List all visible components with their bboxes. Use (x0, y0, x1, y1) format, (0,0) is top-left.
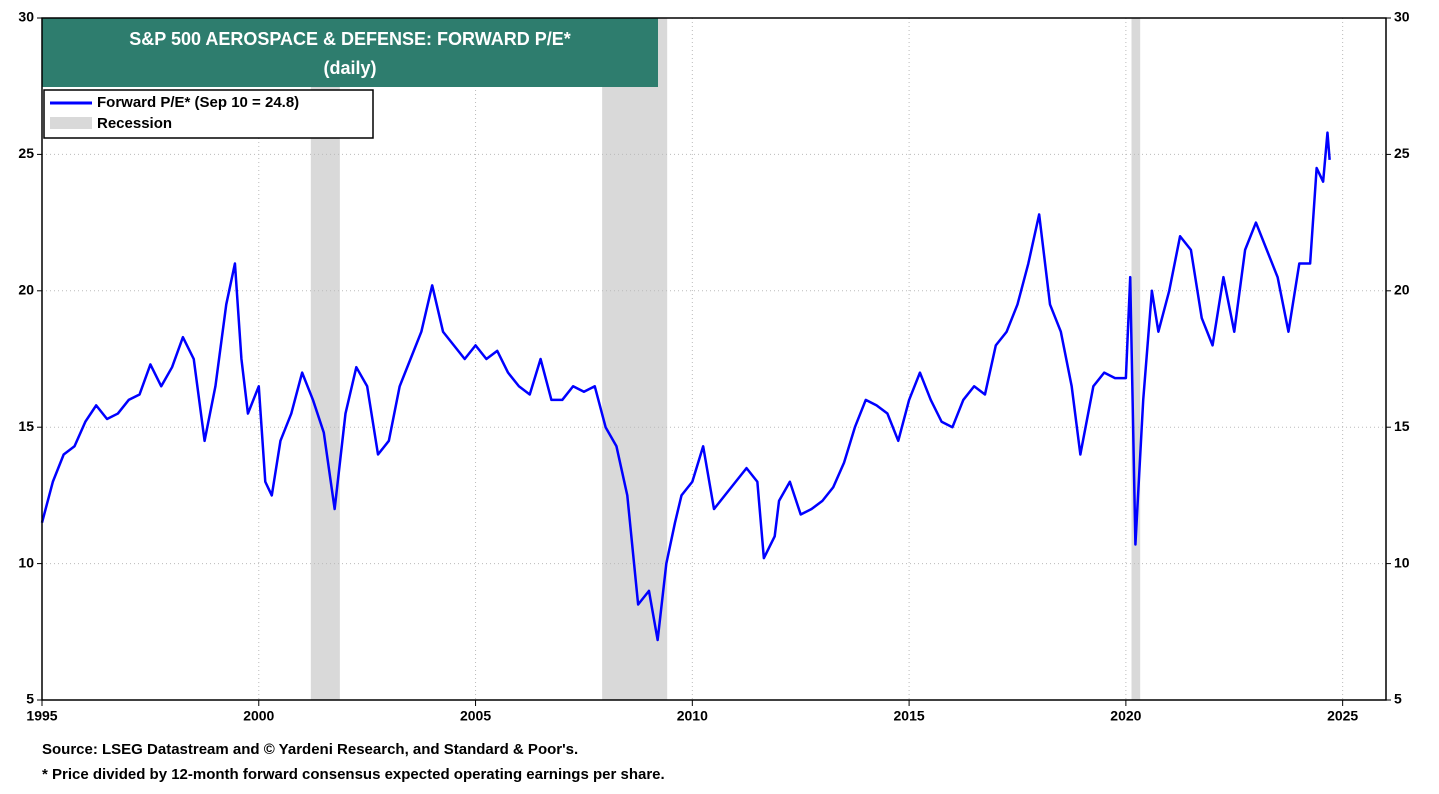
y-tick-label: 20 (18, 282, 34, 298)
x-tick-label: 2015 (894, 708, 925, 724)
y-tick-label: 30 (18, 9, 34, 25)
y2-tick-label: 20 (1394, 282, 1410, 298)
plot-frame (41, 17, 1387, 701)
x-tick-label: 2010 (677, 708, 708, 724)
y2-tick-label: 5 (1394, 691, 1402, 707)
data-line (40, 131, 1331, 642)
x-tick-label: 2025 (1327, 708, 1358, 724)
y-tick-label: 10 (18, 554, 34, 570)
y-tick-label: 15 (18, 418, 34, 434)
title-box (42, 18, 658, 87)
y-tick-label: 5 (26, 691, 34, 707)
y2-tick-label: 15 (1394, 418, 1410, 434)
recession-band (1131, 18, 1141, 700)
chart-subtitle: (daily) (323, 58, 376, 78)
x-tick-label: 2000 (243, 708, 274, 724)
legend-label: Recession (97, 115, 172, 132)
x-tick-label: 2005 (460, 708, 491, 724)
y-tick-label: 25 (18, 145, 34, 161)
y2-tick-label: 25 (1394, 145, 1410, 161)
chart-title: S&P 500 AEROSPACE & DEFENSE: FORWARD P/E… (129, 29, 570, 49)
x-tick-label: 1995 (26, 708, 57, 724)
legend-label: Forward P/E* (Sep 10 = 24.8) (97, 94, 299, 111)
recession-band (602, 18, 668, 700)
y2-tick-label: 10 (1394, 554, 1410, 570)
y2-tick-label: 30 (1394, 9, 1410, 25)
source-note: Source: LSEG Datastream and © Yardeni Re… (42, 741, 578, 758)
legend-swatch (50, 117, 92, 129)
x-tick-label: 2020 (1110, 708, 1141, 724)
footnote: * Price divided by 12-month forward cons… (42, 766, 665, 783)
legend-box (43, 89, 374, 139)
